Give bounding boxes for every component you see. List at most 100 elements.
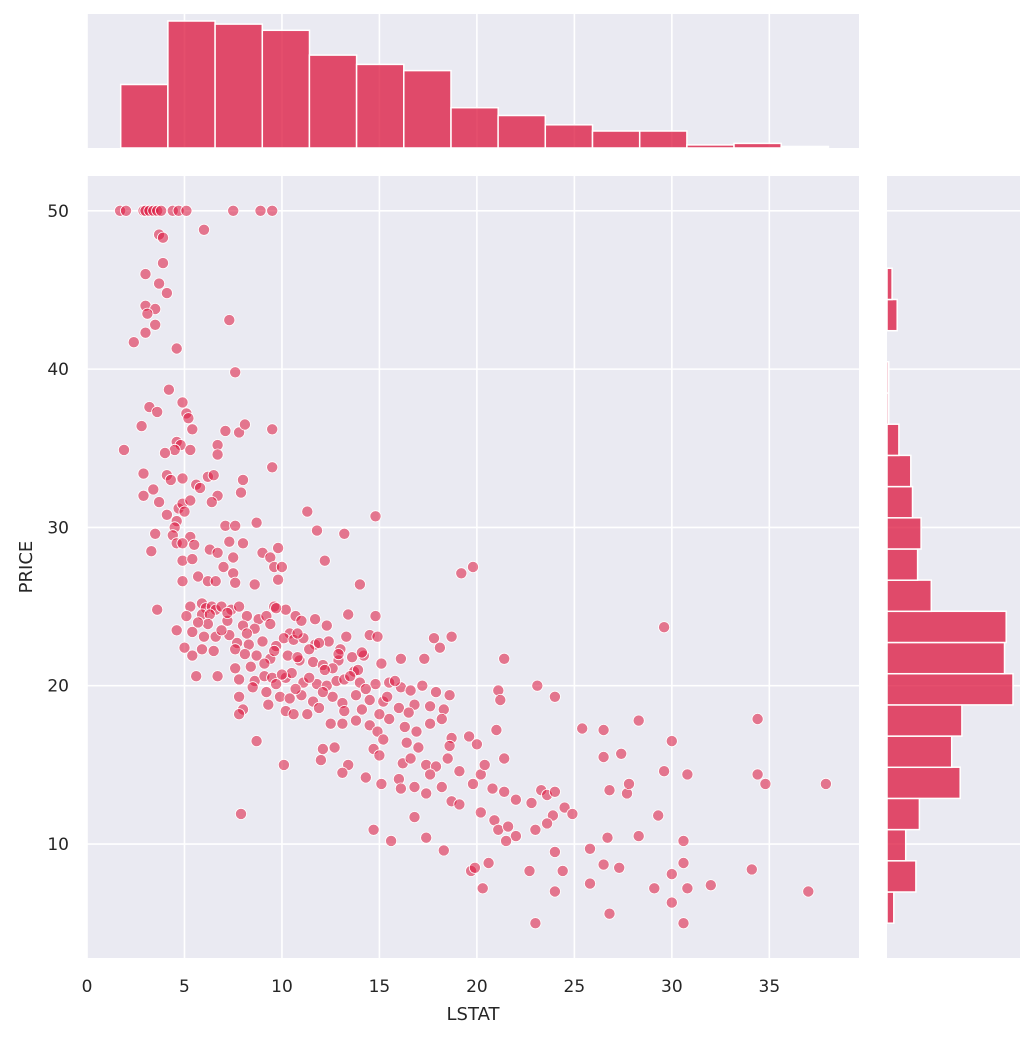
- scatter-point: [455, 567, 468, 580]
- scatter-point: [802, 885, 815, 898]
- scatter-point: [270, 602, 283, 615]
- right-histogram-bar: [886, 423, 900, 457]
- scatter-point: [118, 443, 131, 456]
- scatter-point: [375, 657, 388, 670]
- scatter-point: [219, 424, 232, 437]
- y-tick-label: 40: [47, 360, 69, 380]
- scatter-point: [525, 796, 538, 809]
- scatter-point: [468, 861, 481, 874]
- scatter-point: [250, 649, 263, 662]
- x-tick-label: 15: [369, 977, 391, 997]
- scatter-point: [160, 287, 173, 300]
- scatter-point: [233, 708, 246, 721]
- scatter-point: [246, 681, 259, 694]
- scatter-point: [207, 644, 220, 657]
- scatter-point: [127, 336, 140, 349]
- scatter-point: [404, 752, 417, 765]
- scatter-point: [223, 535, 236, 548]
- scatter-point: [466, 777, 479, 790]
- scatter-point: [443, 689, 456, 702]
- scatter-point: [408, 811, 421, 824]
- scatter-point: [377, 733, 390, 746]
- scatter-point: [363, 719, 376, 732]
- scatter-point: [529, 917, 542, 930]
- scatter-point: [139, 326, 152, 339]
- scatter-point: [548, 885, 561, 898]
- scatter-point: [234, 807, 247, 820]
- scatter-point: [353, 578, 366, 591]
- scatter-point: [233, 600, 246, 613]
- scatter-point: [523, 864, 536, 877]
- scatter-point: [482, 857, 495, 870]
- scatter-point: [205, 496, 218, 509]
- scatter-point: [195, 643, 208, 656]
- x-axis-ticks: 0 5 10 15 20 25 30 35: [82, 977, 781, 997]
- x-tick-label: 30: [661, 977, 683, 997]
- scatter-point: [135, 420, 148, 433]
- y-tick-label: 50: [47, 202, 69, 222]
- scatter-point: [745, 863, 758, 876]
- scatter-point: [427, 632, 440, 645]
- scatter-point: [234, 486, 247, 499]
- scatter-point: [615, 747, 628, 760]
- scatter-point: [283, 692, 296, 705]
- scatter-point: [289, 682, 302, 695]
- scatter-point: [147, 483, 160, 496]
- y-tick-label: 10: [47, 835, 69, 855]
- scatter-point: [632, 714, 645, 727]
- scatter-point: [445, 630, 458, 643]
- y-axis-label: PRICE: [16, 541, 37, 594]
- top-histogram-bars: [119, 20, 830, 149]
- scatter-point: [149, 318, 162, 331]
- scatter-point: [658, 765, 671, 778]
- scatter-point: [373, 708, 386, 721]
- scatter-point: [394, 782, 407, 795]
- right-histogram-bar: [886, 548, 919, 581]
- scatter-point: [385, 834, 398, 847]
- top-histogram-bar: [544, 124, 594, 149]
- scatter-point: [209, 575, 222, 588]
- scatter-point: [229, 366, 242, 379]
- scatter-point: [433, 641, 446, 654]
- scatter-point: [186, 553, 199, 566]
- scatter-point: [474, 806, 487, 819]
- scatter-point: [184, 494, 197, 507]
- scatter-point: [197, 223, 210, 236]
- scatter-point: [186, 625, 199, 638]
- top-histogram-bar: [450, 106, 499, 149]
- top-histogram-bar: [403, 69, 452, 149]
- scatter-point: [359, 682, 372, 695]
- scatter-point: [260, 686, 273, 699]
- scatter-point: [556, 864, 569, 877]
- scatter-point: [316, 686, 329, 699]
- scatter-point: [632, 830, 645, 843]
- scatter-point: [677, 834, 690, 847]
- scatter-point: [486, 782, 499, 795]
- scatter-point: [194, 481, 207, 494]
- scatter-point: [153, 277, 166, 290]
- scatter-point: [498, 752, 511, 765]
- top-histogram-bar: [119, 83, 169, 149]
- scatter-point: [613, 861, 626, 874]
- scatter-point: [665, 868, 678, 881]
- scatter-point: [441, 752, 454, 765]
- scatter-point: [229, 519, 242, 532]
- scatter-point: [120, 204, 133, 217]
- scatter-point: [681, 768, 694, 781]
- right-histogram-bar: [886, 735, 953, 769]
- scatter-point: [652, 809, 665, 822]
- scatter-point: [186, 649, 199, 662]
- scatter-point: [548, 845, 561, 858]
- scatter-point: [324, 717, 337, 730]
- right-histogram-bar: [886, 828, 907, 862]
- scatter-point: [238, 648, 251, 661]
- top-marginal-histogram: [86, 14, 859, 149]
- scatter-point: [310, 524, 323, 537]
- scatter-point: [149, 527, 162, 540]
- scatter-point: [186, 423, 199, 436]
- scatter-point: [258, 657, 271, 670]
- scatter-point: [531, 679, 544, 692]
- scatter-point: [176, 575, 189, 588]
- scatter-point: [227, 551, 240, 564]
- scatter-point: [268, 644, 281, 657]
